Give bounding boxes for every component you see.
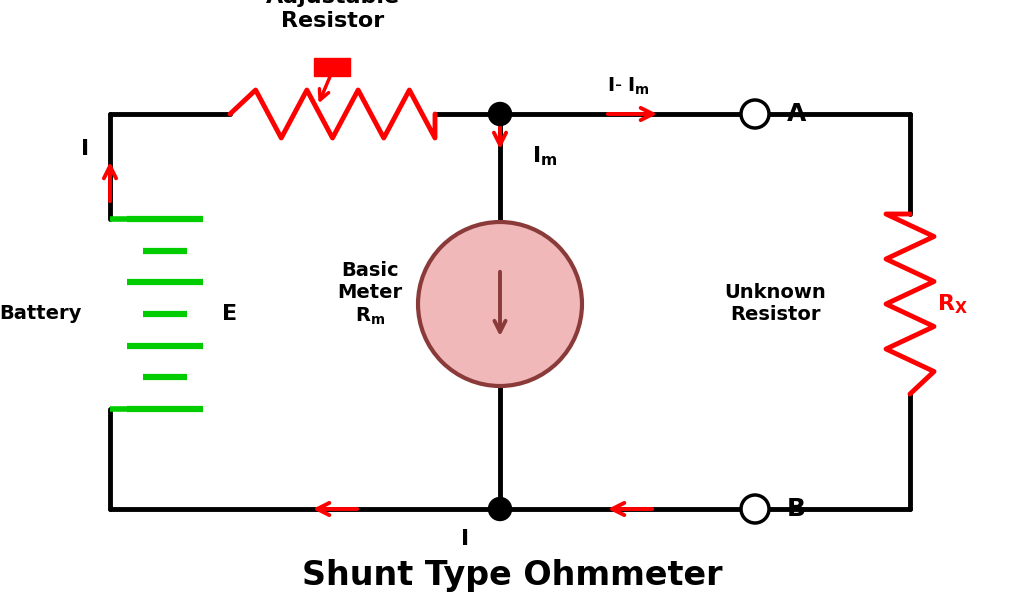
- Text: Shunt Type Ohmmeter: Shunt Type Ohmmeter: [302, 559, 722, 593]
- Circle shape: [741, 495, 769, 523]
- FancyBboxPatch shape: [314, 58, 350, 76]
- Text: I: I: [461, 529, 469, 549]
- Text: $\mathbf{I_m}$: $\mathbf{I_m}$: [532, 144, 557, 168]
- Text: I: I: [81, 139, 89, 159]
- Circle shape: [741, 100, 769, 128]
- Text: $\mathbf{R_X}$: $\mathbf{R_X}$: [937, 292, 968, 316]
- Text: Battery: Battery: [0, 305, 81, 324]
- Text: A: A: [787, 102, 806, 126]
- Text: Basic
Meter
$\mathbf{R_m}$: Basic Meter $\mathbf{R_m}$: [338, 261, 402, 327]
- Text: B: B: [787, 497, 806, 521]
- Circle shape: [488, 103, 512, 125]
- Text: Adjustable
Resistor: Adjustable Resistor: [265, 0, 399, 31]
- Circle shape: [418, 222, 582, 386]
- Text: $\mathbf{I}$- $\mathbf{I_m}$: $\mathbf{I}$- $\mathbf{I_m}$: [606, 76, 649, 96]
- Circle shape: [488, 497, 512, 521]
- Text: E: E: [222, 304, 238, 324]
- Text: Unknown
Resistor: Unknown Resistor: [724, 284, 826, 325]
